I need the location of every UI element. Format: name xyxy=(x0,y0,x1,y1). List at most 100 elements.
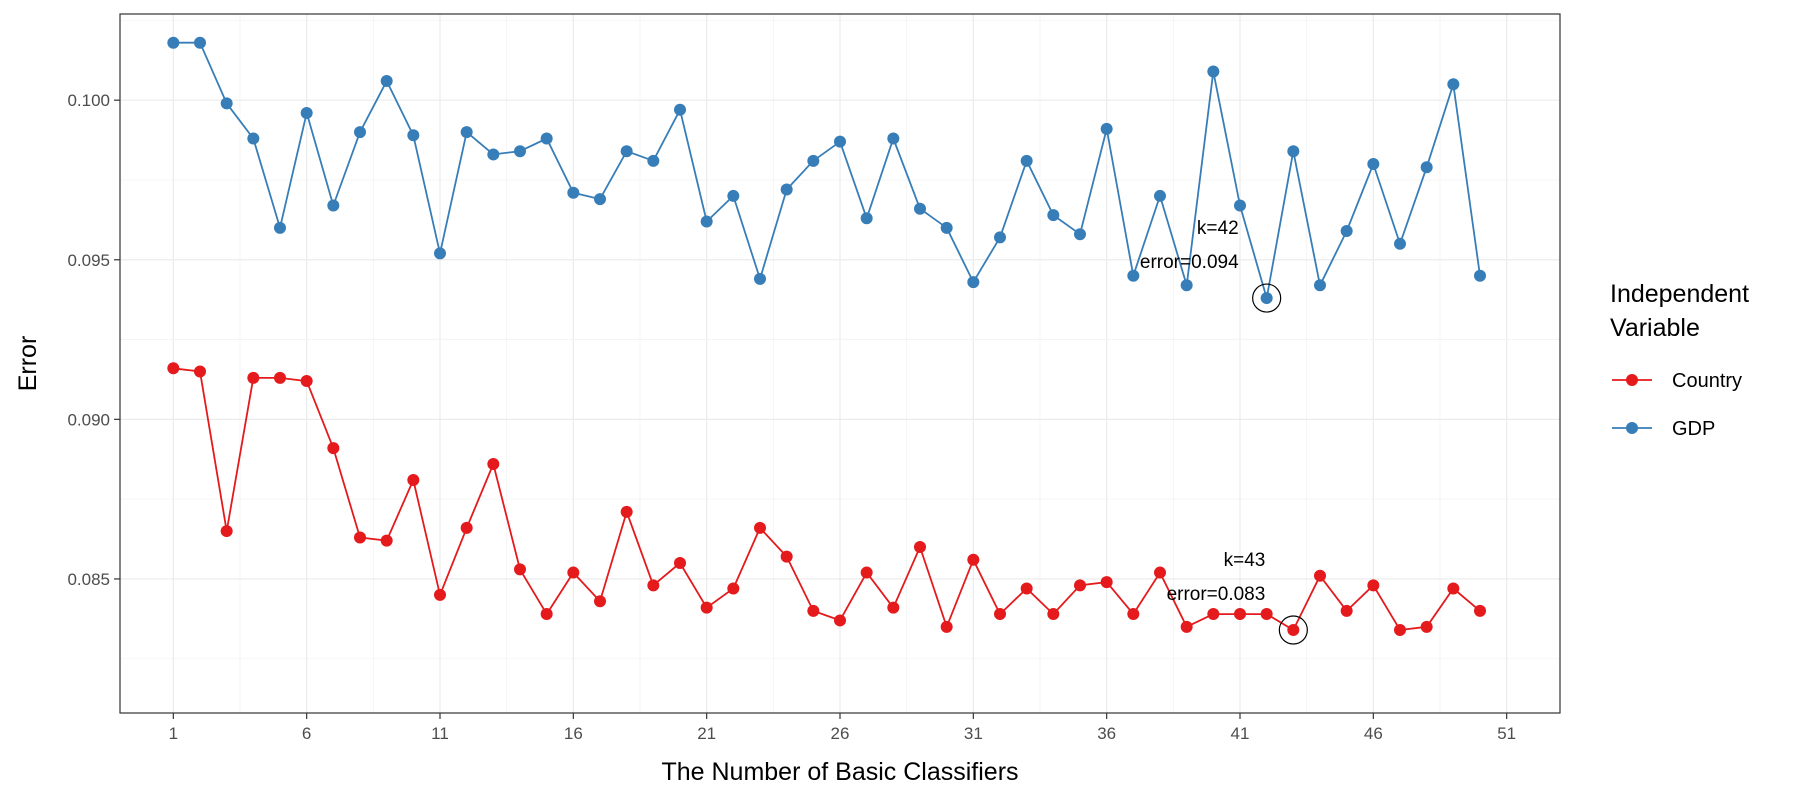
data-point-gdp xyxy=(1394,237,1406,250)
data-point-gdp xyxy=(700,215,713,228)
data-point-gdp xyxy=(167,36,180,49)
data-point-gdp xyxy=(620,145,633,158)
data-point-country xyxy=(1127,608,1140,621)
x-tick-label: 31 xyxy=(964,724,983,743)
data-point-gdp xyxy=(1340,225,1353,238)
data-point-gdp xyxy=(967,276,980,289)
data-point-gdp xyxy=(407,129,420,142)
data-point-gdp xyxy=(1047,209,1060,222)
data-point-gdp xyxy=(354,126,366,139)
data-point-country xyxy=(1367,579,1380,592)
data-point-country xyxy=(514,563,526,576)
x-tick-label: 46 xyxy=(1364,724,1383,743)
data-point-country xyxy=(300,375,313,388)
data-point-gdp xyxy=(834,135,846,148)
data-point-gdp xyxy=(540,132,553,145)
x-tick-label: 1 xyxy=(169,724,178,743)
data-point-country xyxy=(1207,608,1220,621)
highlight-ring xyxy=(1252,283,1282,313)
data-point-country xyxy=(1260,608,1273,621)
data-point-country xyxy=(1020,582,1033,595)
data-point-country xyxy=(780,550,793,563)
legend-key-point xyxy=(1626,374,1638,386)
legend-label: GDP xyxy=(1672,418,1715,440)
data-point-gdp xyxy=(674,103,686,116)
x-tick-label: 21 xyxy=(697,724,716,743)
series-line-gdp xyxy=(173,41,1481,300)
data-point-gdp xyxy=(780,183,793,196)
data-point-country xyxy=(754,521,766,534)
annotation-k-label: k=43 xyxy=(1224,550,1266,571)
data-point-gdp xyxy=(1127,269,1140,282)
data-point-country xyxy=(940,620,953,633)
data-point-gdp xyxy=(327,199,340,212)
annotation-error-label: error=0.083 xyxy=(1167,584,1266,605)
legend-title-line-2: Variable xyxy=(1610,314,1700,342)
data-point-country xyxy=(354,531,366,544)
data-point-gdp xyxy=(1154,189,1166,202)
data-point-gdp xyxy=(1180,279,1193,292)
data-point-gdp xyxy=(1420,161,1433,174)
data-point-country xyxy=(860,566,873,579)
data-point-country xyxy=(1420,620,1433,633)
data-point-country xyxy=(1234,608,1246,621)
data-point-country xyxy=(380,534,393,547)
data-point-gdp xyxy=(434,247,446,260)
data-point-country xyxy=(1314,569,1326,582)
data-point-gdp xyxy=(807,154,820,167)
data-point-gdp xyxy=(380,75,393,88)
legend-item-country: Country xyxy=(1612,370,1742,392)
data-point-country xyxy=(807,604,820,617)
legend: Independent Variable Country GDP xyxy=(1610,280,1749,440)
data-point-country xyxy=(460,521,473,534)
data-point-gdp xyxy=(487,148,500,161)
data-point-country xyxy=(994,608,1006,621)
y-axis-title: Error xyxy=(14,336,42,392)
data-point-country xyxy=(407,474,420,486)
data-point-country xyxy=(1180,620,1193,633)
data-point-gdp xyxy=(1287,145,1300,158)
data-point-country xyxy=(620,505,633,518)
data-point-country xyxy=(1287,624,1300,637)
x-tick-label: 11 xyxy=(431,724,449,743)
data-point-gdp xyxy=(940,221,953,234)
y-tick-label: 0.100 xyxy=(67,91,110,110)
data-point-country xyxy=(674,556,686,569)
data-point-country xyxy=(220,525,233,538)
data-point-gdp xyxy=(247,132,260,145)
y-tick-label: 0.085 xyxy=(67,570,110,589)
data-point-gdp xyxy=(460,126,473,139)
annotation-error-label: error=0.094 xyxy=(1140,252,1239,273)
series-country xyxy=(167,362,1486,637)
data-point-country xyxy=(567,566,580,579)
data-point-gdp xyxy=(647,154,660,167)
legend-item-gdp: GDP xyxy=(1612,418,1715,440)
data-point-gdp xyxy=(860,212,873,225)
annotation-k-label: k=42 xyxy=(1197,218,1239,239)
data-point-gdp xyxy=(887,132,900,145)
data-point-gdp xyxy=(1474,269,1486,282)
data-point-gdp xyxy=(1100,122,1113,135)
data-point-country xyxy=(834,614,846,627)
data-point-gdp xyxy=(1314,279,1326,292)
x-tick-label: 26 xyxy=(831,724,850,743)
x-tick-label: 51 xyxy=(1497,724,1516,743)
data-point-gdp xyxy=(754,272,766,285)
data-point-country xyxy=(1394,624,1406,637)
annotation-layer: k=42 error=0.094 k=43 error=0.083 xyxy=(1140,218,1308,645)
data-point-country xyxy=(1100,576,1113,589)
annotation-country: k=43 error=0.083 xyxy=(1167,550,1308,645)
series-layer xyxy=(167,36,1486,637)
data-point-country xyxy=(1340,604,1353,617)
data-point-country xyxy=(540,608,553,621)
data-point-gdp xyxy=(727,189,740,202)
data-point-gdp xyxy=(1207,65,1220,78)
x-tick-label: 6 xyxy=(302,724,311,743)
data-point-gdp xyxy=(1020,154,1033,167)
data-point-country xyxy=(727,582,740,595)
data-point-gdp xyxy=(994,231,1006,244)
x-tick-label: 41 xyxy=(1231,724,1250,743)
data-point-gdp xyxy=(1074,228,1086,241)
